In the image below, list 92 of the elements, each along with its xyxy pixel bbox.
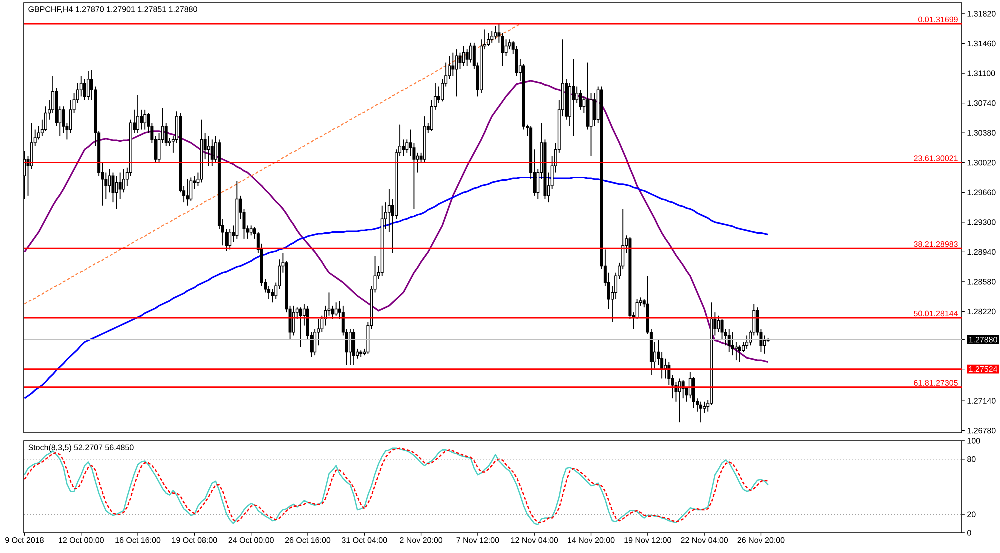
candlestick — [738, 345, 742, 363]
candlestick — [728, 328, 731, 353]
candlestick — [579, 90, 582, 110]
candlestick — [664, 358, 668, 380]
x-tick-label: 7 Nov 12:00 — [456, 538, 500, 544]
y-tick-label: 1.28940 — [968, 249, 996, 256]
candlestick — [494, 26, 498, 40]
candlestick — [144, 109, 147, 130]
candlestick — [112, 172, 115, 204]
y-tick-label: 1.27880 — [969, 337, 998, 343]
x-tick-label: 14 Nov 20:00 — [568, 538, 615, 544]
candlestick — [462, 46, 466, 67]
candlestick — [186, 178, 190, 206]
y-tick-label: 1.27140 — [968, 398, 996, 404]
candlestick — [703, 401, 706, 414]
chart-title: GBPCHF,H4 1.27870 1.27901 1.27851 1.27880 — [28, 6, 198, 14]
candlestick — [593, 92, 596, 127]
candlestick — [452, 52, 455, 76]
candlestick — [140, 109, 144, 130]
y-tick-label: 1.29660 — [968, 190, 996, 196]
candlestick — [746, 335, 749, 350]
y-tick-label: 1.31460 — [968, 40, 996, 47]
candlestick — [458, 52, 462, 70]
candlestick — [731, 332, 734, 356]
candlestick — [207, 136, 210, 167]
y-tick-label: 1.26780 — [968, 428, 996, 434]
x-tick-label: 9 Oct 2018 — [6, 538, 44, 544]
x-tick-label: 19 Oct 08:00 — [172, 538, 218, 544]
candlestick — [763, 335, 766, 354]
ref-line-label: 61.81.27305 — [914, 380, 958, 386]
y-tick-label: 1.30380 — [968, 130, 996, 136]
x-tick-label: 16 Oct 16:00 — [116, 538, 161, 544]
candlestick — [576, 86, 579, 104]
candlestick — [352, 328, 356, 366]
candlestick — [388, 188, 391, 233]
x-tick-label: 12 Oct 00:00 — [59, 538, 104, 544]
candlestick — [734, 342, 738, 362]
x-tick-label: 26 Oct 16:00 — [285, 538, 331, 544]
candlestick — [466, 49, 469, 67]
ref-line-label: 0.01.31699 — [918, 16, 958, 23]
candlestick — [455, 49, 458, 98]
x-tick-label: 22 Nov 04:00 — [681, 538, 728, 544]
candlestick — [136, 94, 140, 134]
candlestick — [490, 30, 494, 44]
x-tick-label: 2 Nov 20:00 — [400, 538, 443, 544]
x-tick-label: 12 Nov 04:00 — [511, 538, 558, 544]
candlestick — [717, 315, 720, 333]
y-tick-label: 1.28220 — [968, 308, 996, 315]
candlestick — [469, 42, 472, 64]
ref-line-label: 50.01.28144 — [914, 310, 958, 317]
candlestick — [331, 305, 334, 320]
candlestick — [271, 288, 274, 304]
x-tick-label: 26 Nov 20:00 — [738, 538, 785, 544]
chart-title: Stoch(8,3,5) 52.2707 56.4850 — [28, 444, 134, 452]
candlestick — [118, 172, 122, 200]
candlestick — [700, 401, 703, 424]
y-tick-label: 1.31820 — [968, 11, 996, 17]
y-tick-label: 1.29300 — [968, 220, 996, 226]
candlestick — [438, 86, 441, 104]
candlestick — [299, 307, 302, 348]
candlestick — [402, 139, 406, 157]
candlestick — [86, 70, 90, 100]
candlestick — [572, 59, 576, 137]
x-tick-label: 24 Oct 00:00 — [228, 538, 274, 544]
y-tick-label: 1.30740 — [968, 100, 996, 106]
y-tick-label: 1.28580 — [968, 279, 996, 285]
candlestick — [348, 328, 352, 366]
y-tick-label: 80 — [968, 456, 976, 462]
candlestick — [334, 302, 338, 316]
y-tick-label: 0 — [968, 530, 972, 536]
candlestick — [678, 378, 682, 424]
candlestick — [292, 305, 296, 336]
y-tick-label: 1.31100 — [968, 70, 996, 76]
x-tick-label: 19 Nov 12:00 — [624, 538, 672, 544]
x-tick-label: 31 Oct 04:00 — [342, 538, 388, 544]
y-tick-label: 20 — [968, 512, 976, 518]
candlestick — [115, 176, 118, 210]
candlestick — [250, 225, 253, 236]
y-tick-label: 1.30020 — [968, 160, 996, 166]
candlestick — [409, 129, 412, 157]
candlestick — [504, 39, 508, 57]
candlestick — [508, 39, 512, 50]
candlestick — [487, 32, 490, 47]
y-tick-label: 1.27524 — [969, 366, 998, 372]
ref-line-label: 38.21.28983 — [914, 242, 958, 248]
candlestick — [210, 139, 214, 167]
y-tick-label: 100 — [968, 438, 980, 444]
ref-line-label: 23.61.30021 — [914, 156, 958, 162]
candlestick — [688, 372, 692, 400]
candlestick — [228, 228, 232, 250]
candlestick — [30, 122, 34, 170]
candlestick — [83, 78, 86, 100]
